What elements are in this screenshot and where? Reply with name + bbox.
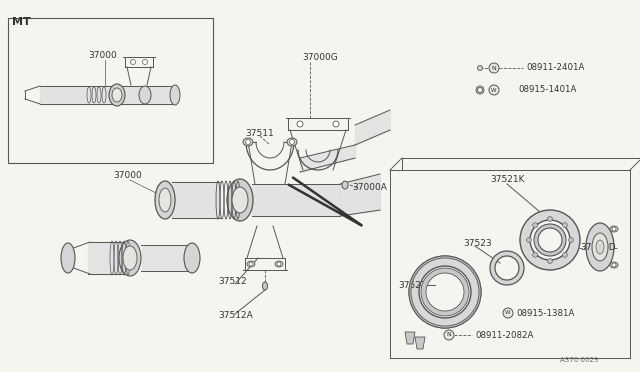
Circle shape <box>547 259 552 263</box>
Circle shape <box>489 85 499 95</box>
Circle shape <box>444 330 454 340</box>
Text: N: N <box>447 333 451 337</box>
Circle shape <box>563 223 567 228</box>
Text: 37000D: 37000D <box>580 244 616 253</box>
Text: W: W <box>492 87 497 93</box>
Bar <box>8 18 213 163</box>
Text: W: W <box>505 311 511 315</box>
Circle shape <box>547 217 552 221</box>
Circle shape <box>563 252 567 257</box>
Circle shape <box>297 121 303 127</box>
Ellipse shape <box>119 240 141 276</box>
Text: 37000G: 37000G <box>302 54 338 62</box>
Circle shape <box>333 121 339 127</box>
Ellipse shape <box>112 88 122 102</box>
Ellipse shape <box>287 138 297 146</box>
Ellipse shape <box>247 261 255 267</box>
Text: 37523: 37523 <box>463 238 492 247</box>
Circle shape <box>532 252 538 257</box>
Circle shape <box>246 140 250 144</box>
Circle shape <box>249 262 253 266</box>
Ellipse shape <box>596 240 604 254</box>
Text: 37511: 37511 <box>245 128 274 138</box>
Circle shape <box>612 263 616 267</box>
Text: MT: MT <box>12 17 31 27</box>
Circle shape <box>143 60 147 64</box>
Circle shape <box>568 237 573 243</box>
Ellipse shape <box>61 243 75 273</box>
Text: 37000: 37000 <box>113 171 141 180</box>
Polygon shape <box>405 332 415 344</box>
Ellipse shape <box>243 138 253 146</box>
Ellipse shape <box>592 233 608 261</box>
Ellipse shape <box>275 261 283 267</box>
Ellipse shape <box>342 181 348 189</box>
Ellipse shape <box>155 181 175 219</box>
Ellipse shape <box>227 179 253 221</box>
Ellipse shape <box>610 226 618 232</box>
Ellipse shape <box>170 85 180 105</box>
Ellipse shape <box>159 188 171 212</box>
Text: 08915-1381A: 08915-1381A <box>516 308 574 317</box>
Polygon shape <box>415 337 425 349</box>
Text: 08911-2082A: 08911-2082A <box>475 330 533 340</box>
Text: 37512: 37512 <box>218 276 246 285</box>
Text: N: N <box>492 65 497 71</box>
Ellipse shape <box>586 223 614 271</box>
Text: 08915-1401A: 08915-1401A <box>518 86 577 94</box>
Ellipse shape <box>184 243 200 273</box>
Circle shape <box>289 140 294 144</box>
Ellipse shape <box>139 86 151 104</box>
Text: 37522: 37522 <box>398 280 426 289</box>
Text: 37000: 37000 <box>88 51 116 60</box>
Circle shape <box>489 63 499 73</box>
Text: 37512A: 37512A <box>218 311 253 321</box>
Ellipse shape <box>123 246 137 270</box>
Circle shape <box>503 308 513 318</box>
Ellipse shape <box>610 262 618 268</box>
Ellipse shape <box>262 282 268 290</box>
Circle shape <box>612 227 616 231</box>
Ellipse shape <box>232 187 248 213</box>
Text: 37000A: 37000A <box>352 183 387 192</box>
Circle shape <box>131 60 136 64</box>
Text: A370 0029: A370 0029 <box>560 357 598 363</box>
Text: 37521K: 37521K <box>490 176 525 185</box>
Circle shape <box>532 223 538 228</box>
Circle shape <box>527 237 531 243</box>
Ellipse shape <box>109 84 125 106</box>
Text: 08911-2401A: 08911-2401A <box>526 64 584 73</box>
Ellipse shape <box>477 65 483 71</box>
Circle shape <box>277 262 281 266</box>
